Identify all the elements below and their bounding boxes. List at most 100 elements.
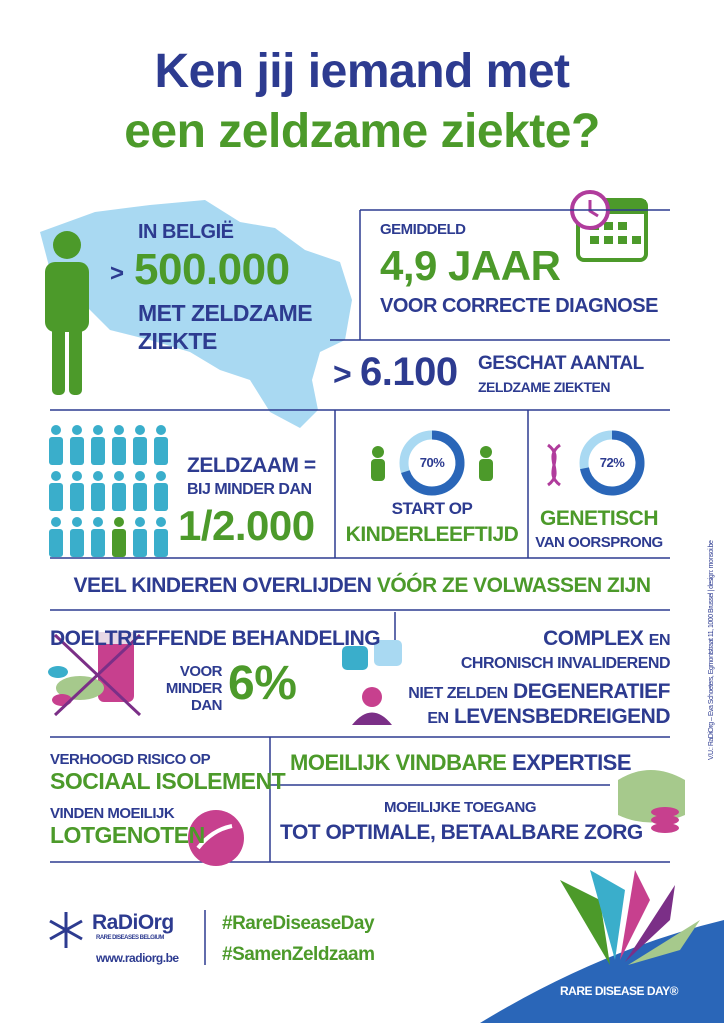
person <box>156 425 166 435</box>
pills-icon <box>48 632 142 717</box>
text: MOEILIJKE TOEGANG <box>383 799 537 816</box>
text: VÓÓR ZE VOLWASSEN ZIJN <box>376 574 651 597</box>
person <box>156 517 166 527</box>
person <box>72 425 82 435</box>
logo-star <box>49 912 83 948</box>
text: GESCHAT AANTAL <box>478 353 644 374</box>
url: www.radiorg.be <box>96 951 179 965</box>
text: EN <box>648 632 671 649</box>
person <box>114 471 124 481</box>
person <box>135 471 145 481</box>
belgium-map <box>40 200 352 428</box>
hands-icon <box>188 810 244 866</box>
person <box>72 517 82 527</box>
mortality: VEEL KINDEREN OVERLIJDEN VÓÓR ZE VOLWASS… <box>0 575 724 596</box>
person-body <box>91 437 105 465</box>
intro: GEMIDDELD <box>380 221 466 238</box>
person <box>114 517 124 527</box>
donut-arc <box>401 430 465 496</box>
person-body <box>91 529 105 557</box>
big-number: 500.000 <box>134 245 290 294</box>
big-number: 6% <box>228 657 297 710</box>
badge: RARE DISEASE DAY® <box>560 984 678 998</box>
text: SOCIAAL ISOLEMENT <box>50 768 286 794</box>
person <box>114 425 124 435</box>
person-body <box>91 483 105 511</box>
person-body <box>49 437 63 465</box>
person <box>135 517 145 527</box>
person <box>93 425 103 435</box>
text: ZELDZAME ZIEKTEN <box>478 379 611 395</box>
text: MET ZELDZAME <box>138 300 313 326</box>
person <box>51 517 61 527</box>
person-body <box>133 529 147 557</box>
person <box>93 517 103 527</box>
text: ZIEKTE <box>138 328 217 354</box>
text: MINDER <box>165 680 223 697</box>
person-body <box>154 483 168 511</box>
expertise: MOEILIJK VINDBARE EXPERTISE <box>290 750 632 775</box>
person-body <box>70 529 84 557</box>
big-number: 4,9 JAAR <box>380 242 561 289</box>
person-icon <box>45 231 89 395</box>
text: LOTGENOTEN <box>50 822 205 848</box>
text: DAN <box>191 697 223 714</box>
text: VOOR CORRECTE DIAGNOSE <box>380 295 658 317</box>
text: EXPERTISE <box>512 750 632 775</box>
text: CHRONISCH INVALIDEREND <box>460 655 671 672</box>
person-body <box>133 437 147 465</box>
side-note: V.U.: RaDiOrg – Eva Schoeters, Egmontstr… <box>708 540 715 760</box>
text: VERHOOGD RISICO OP <box>50 751 211 768</box>
person <box>93 471 103 481</box>
prefix: > <box>333 356 352 392</box>
person <box>72 471 82 481</box>
person-body <box>154 437 168 465</box>
text: LEVENSBEDREIGEND <box>453 705 671 728</box>
people-grid <box>49 425 168 557</box>
text: KINDERLEEFTIJD <box>345 523 519 546</box>
person-body <box>49 529 63 557</box>
text-line: EN LEVENSBEDREIGEND <box>427 706 670 727</box>
person <box>156 471 166 481</box>
text: VINDEN MOEILIJK <box>50 805 175 822</box>
text: MOEILIJK VINDBARE <box>290 750 507 775</box>
person-body <box>70 437 84 465</box>
text: GENETISCH <box>539 507 659 530</box>
person-body <box>112 437 126 465</box>
title-line: een zeldzame ziekte? <box>124 105 600 158</box>
person-body <box>70 483 84 511</box>
dna-icon <box>547 443 561 487</box>
text: TOT OPTIMALE, BETAALBARE ZORG <box>280 821 643 844</box>
thinking-icon <box>342 640 402 725</box>
calendar-icon <box>570 190 648 262</box>
text: ZELDZAAM = <box>187 454 316 477</box>
text-line: COMPLEX EN <box>543 628 670 649</box>
hashtag: #SamenZeldzaam <box>222 944 375 965</box>
hashtag: #RareDiseaseDay <box>222 913 375 934</box>
prefix: > <box>110 260 124 287</box>
heading: DOELTREFFENDE BEHANDELING <box>50 627 381 650</box>
person <box>51 471 61 481</box>
text-line: NIET ZELDEN DEGENERATIEF <box>408 681 670 702</box>
person-body <box>112 529 126 557</box>
text: BIJ MINDER DAN <box>187 481 312 498</box>
hands-fan <box>560 870 700 965</box>
donut-arc <box>580 430 645 496</box>
purse-icon <box>618 770 685 833</box>
text: VEEL KINDEREN OVERLIJDEN <box>73 574 372 597</box>
intro: IN BELGIË <box>138 221 234 243</box>
person <box>51 425 61 435</box>
text: VOOR <box>179 663 223 680</box>
person-body <box>154 529 168 557</box>
text: NIET ZELDEN <box>408 685 508 702</box>
text: VAN OORSPRONG <box>535 534 663 551</box>
text: START OP <box>391 499 473 518</box>
donut-label: 70% <box>419 455 445 470</box>
kid-icons <box>371 446 493 481</box>
text: EN <box>427 710 449 727</box>
big-number: 6.100 <box>360 350 458 394</box>
person-body <box>133 483 147 511</box>
text: DEGENERATIEF <box>513 680 670 703</box>
big-number: 1/2.000 <box>178 502 315 549</box>
